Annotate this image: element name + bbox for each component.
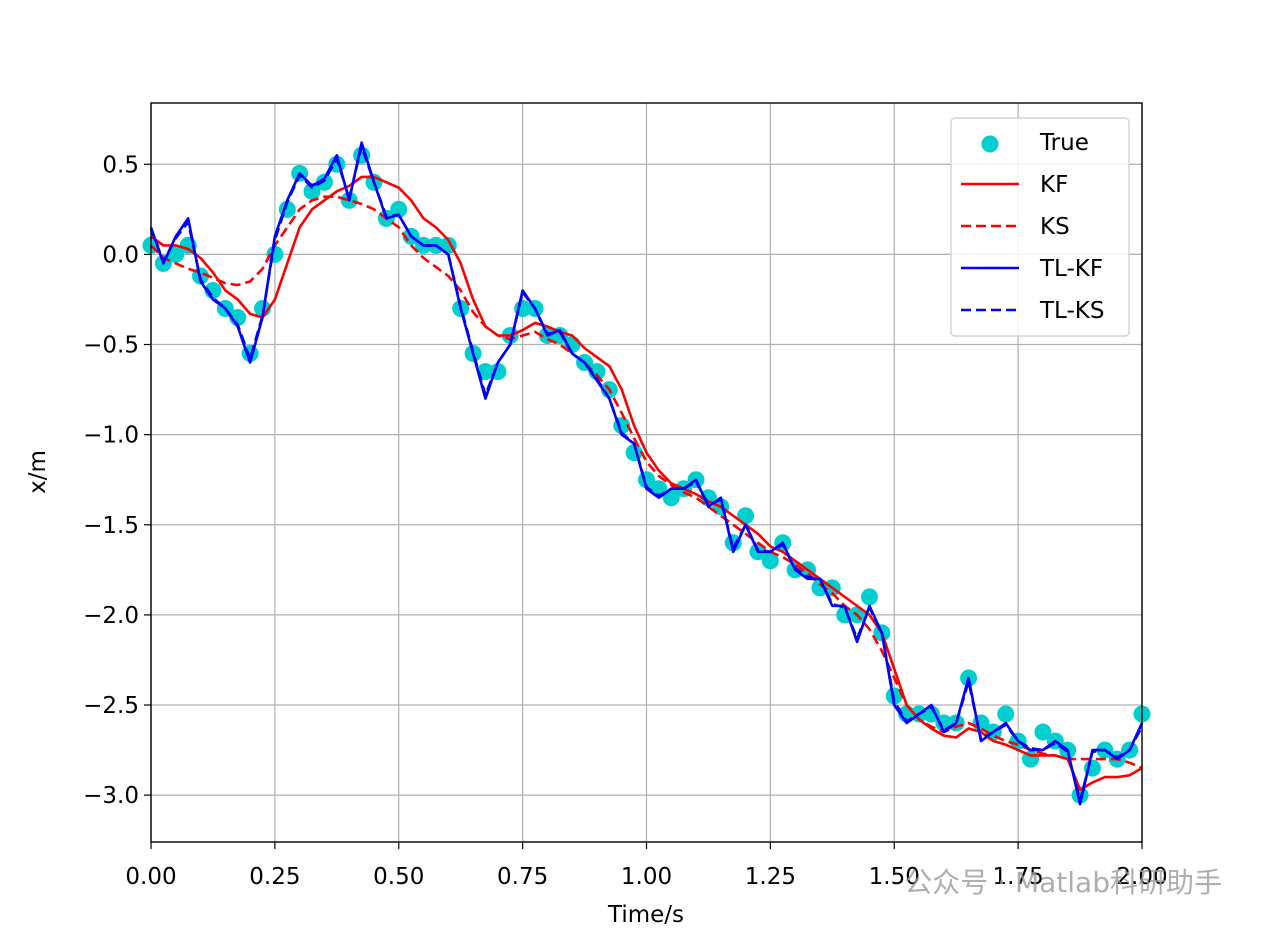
- legend-box: [950, 117, 1130, 337]
- scatter-point: [922, 705, 940, 723]
- x-tick-label: 0.75: [497, 864, 548, 890]
- scatter-point: [390, 200, 408, 218]
- scatter-point: [662, 489, 680, 507]
- y-axis-label: x/m: [25, 450, 51, 494]
- legend-label: TL-KS: [1039, 298, 1104, 324]
- legend-label: TL-KF: [1039, 256, 1103, 282]
- x-tick-label: 0.50: [373, 864, 424, 890]
- scatter-point: [737, 507, 755, 525]
- scatter-point: [303, 182, 321, 200]
- series-line: [149, 141, 1144, 806]
- legend-label: True: [1039, 130, 1089, 156]
- x-axis-label: Time/s: [607, 902, 684, 928]
- x-tick-label: 1.00: [621, 864, 672, 890]
- series-line: [150, 175, 1143, 792]
- legend-label: KF: [1040, 172, 1068, 198]
- y-tick-label: −3.0: [83, 783, 139, 809]
- y-tick-label: −2.5: [83, 693, 139, 719]
- legend-label: KS: [1040, 214, 1070, 240]
- x-tick-label: 0.00: [125, 864, 176, 890]
- scatter-point: [997, 705, 1015, 723]
- y-tick-label: −1.5: [83, 513, 139, 539]
- scatter-point: [1034, 723, 1052, 741]
- y-tick-label: −2.0: [83, 603, 139, 629]
- plot-area: [142, 141, 1151, 806]
- y-tick-label: −1.0: [83, 423, 139, 449]
- legend-marker: [981, 135, 999, 153]
- y-tick-label: 0.5: [102, 152, 139, 178]
- y-tick-label: 0.0: [102, 242, 139, 268]
- axes-frame: [150, 102, 1143, 843]
- x-tick-label: 0.25: [249, 864, 300, 890]
- scatter-point: [860, 588, 878, 606]
- x-tick-label: 1.25: [745, 864, 796, 890]
- watermark: 公众号 · Matlab科研助手: [904, 866, 1222, 899]
- scatter-point: [811, 579, 829, 597]
- y-tick-label: −0.5: [83, 333, 139, 359]
- x-tick-label: 1.50: [869, 864, 920, 890]
- x-tick-label: 2.00: [1116, 864, 1167, 890]
- scatter-point: [315, 173, 333, 191]
- scatter-point: [167, 245, 185, 263]
- scatter-point: [761, 552, 779, 570]
- x-tick-label: 1.75: [993, 864, 1044, 890]
